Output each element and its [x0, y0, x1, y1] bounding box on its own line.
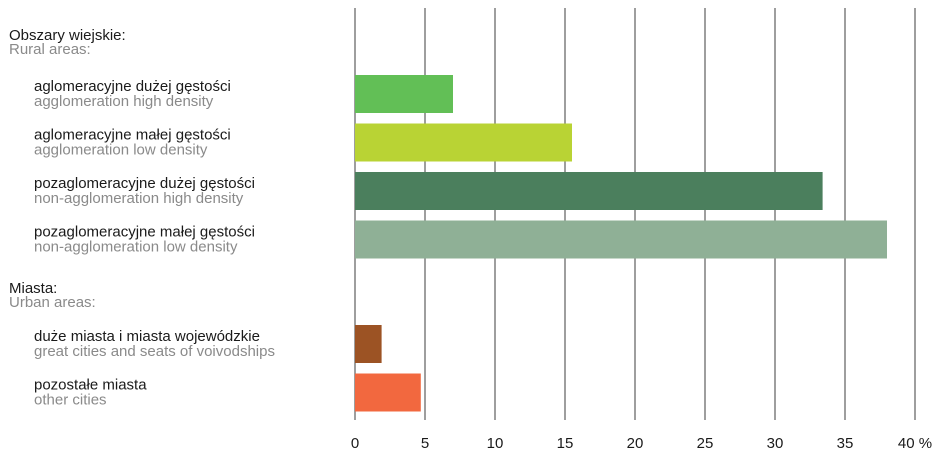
category-label: aglomeracyjne dużej gęstości — [34, 78, 231, 95]
x-tick-label: 10 — [487, 435, 504, 452]
group-title: Miasta: — [9, 280, 57, 297]
x-tick-label: 5 — [421, 435, 429, 452]
category-label: pozaglomeracyjne dużej gęstości — [34, 175, 255, 192]
category-label: duże miasta i miasta wojewódzkie — [34, 328, 260, 345]
grid-lines — [354, 8, 916, 420]
bar — [355, 325, 382, 363]
group-title: Obszary wiejskie: — [9, 27, 126, 44]
bar — [355, 220, 887, 259]
bar — [355, 75, 453, 113]
x-tick-label: 30 — [767, 435, 784, 452]
category-label-en: great cities and seats of voivodships — [34, 343, 275, 360]
group-title-en: Urban areas: — [9, 294, 96, 311]
bar — [355, 172, 823, 210]
x-tick-label: 35 — [837, 435, 854, 452]
x-tick-label: 40 % — [898, 435, 932, 452]
category-label-en: agglomeration low density — [34, 142, 208, 159]
category-label: pozostałe miasta — [34, 377, 147, 394]
x-tick-label: 0 — [351, 435, 359, 452]
category-label-en: agglomeration high density — [34, 93, 214, 110]
category-label-en: non-agglomeration low density — [34, 239, 238, 256]
category-label: pozaglomeracyjne małej gęstości — [34, 224, 255, 241]
category-label-en: non-agglomeration high density — [34, 190, 244, 207]
category-labels: Obszary wiejskie:Rural areas: aglomeracyj… — [9, 27, 275, 409]
bar — [355, 123, 572, 162]
category-label-en: other cities — [34, 392, 107, 409]
bars — [355, 75, 887, 412]
x-tick-label: 25 — [697, 435, 714, 452]
x-axis-tick-labels: 0 5 10 15 20 25 30 35 40 % — [351, 435, 932, 452]
category-label: aglomeracyjne małej gęstości — [34, 127, 231, 144]
bar — [355, 373, 421, 412]
group-title-en: Rural areas: — [9, 41, 91, 58]
x-tick-label: 15 — [557, 435, 574, 452]
x-tick-label: 20 — [627, 435, 644, 452]
